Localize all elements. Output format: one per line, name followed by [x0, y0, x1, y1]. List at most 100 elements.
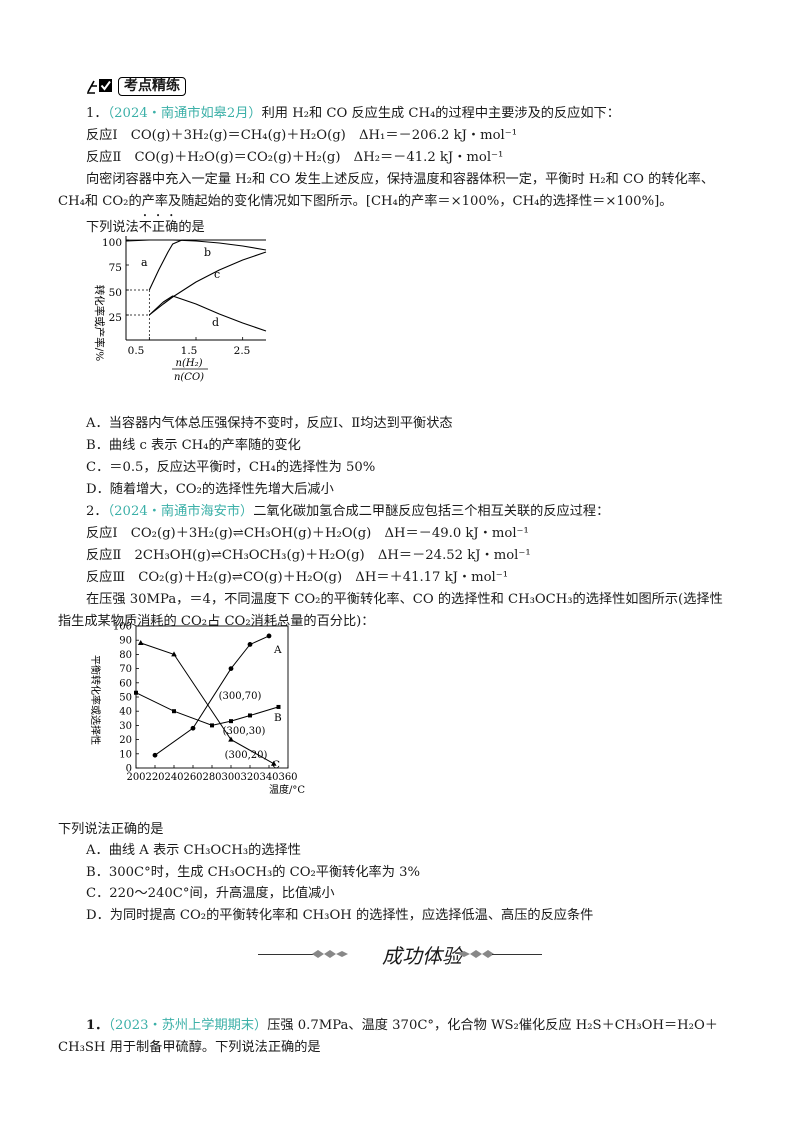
- q2-paragraph-2: 指生成某物质消耗的 CO₂占 CO₂消耗总量的百分比)：: [58, 614, 375, 629]
- chart-2-point-label-1: (300,70): [219, 691, 262, 702]
- chart-2-frame: [135, 625, 289, 769]
- pen-check-icon: [87, 79, 112, 94]
- chart-2-ytick: 20: [119, 735, 132, 746]
- q3-line-2: CH₃SH 用于制备甲硫醇。下列说法正确的是: [58, 1040, 321, 1055]
- chart-2-point-A: [190, 725, 196, 731]
- q1-source: （2024・南通市如皋2月）: [107, 106, 262, 121]
- chart-2-point-B: [229, 719, 233, 724]
- q1-question-emphasis: 不正确: [138, 220, 179, 235]
- chart-2-point-label-2: (300,30): [223, 726, 266, 737]
- chart-2-curve-label-c: C: [272, 759, 280, 771]
- chart-2-xtick: 220: [145, 772, 164, 783]
- q2-paragraph-1: 在压强 30MPa，＝4，不同温度下 CO₂的平衡转化率、CO 的选择性和 CH…: [86, 592, 723, 607]
- q3-line-1: 1．（2023・苏州上学期期末）压强 0.7MPa、温度 370C°，化合物 W…: [86, 1014, 718, 1033]
- q2-option-a: A．曲线 A 表示 CH₃OCH₃的选择性: [86, 843, 301, 858]
- chart-1-curve-c: [148, 251, 267, 316]
- divider-ornament-left: [312, 950, 348, 958]
- chart-1-curve-d: [148, 295, 267, 332]
- q2-question: 下列说法正确的是: [58, 822, 164, 837]
- chart-2-ytick: 30: [119, 721, 132, 732]
- chart-1-ytick: 100: [102, 237, 122, 249]
- q3-number: 1．: [86, 1018, 109, 1033]
- q1-option-d: D．随着增大，CO₂的选择性先增大后减小: [86, 482, 334, 497]
- chart-1-xtick: 1.5: [181, 345, 198, 357]
- chart-2-point-C: [171, 651, 177, 657]
- chart-2-ytick: 80: [119, 650, 132, 661]
- q2-option-b: B．300C°时，生成 CH₃OCH₃的 CO₂平衡转化率为 3%: [86, 865, 421, 880]
- chart-1-curve-label-a: a: [141, 256, 148, 269]
- chart-2-point-A: [266, 633, 272, 639]
- q1-option-a: A．当容器内气体总压强保持不变时，反应Ⅰ、Ⅱ均达到平衡状态: [86, 416, 453, 431]
- chart-1: 转化率或产率/% 100 75 50 25 0.5 1.5 2.5 n(H₂) …: [93, 236, 267, 383]
- q1-intro-text: 利用 H₂和 CO 反应生成 CH₄的过程中主要涉及的反应如下：: [261, 106, 620, 121]
- chart-1-ytick: 75: [109, 262, 122, 274]
- q1-reaction-1: 反应Ⅰ CO(g)＋3H₂(g)＝CH₄(g)＋H₂O(g) ΔH₁＝－206.…: [86, 128, 518, 143]
- chart-1-curve-label-b: b: [204, 246, 211, 259]
- chart-2-ytick: 0: [126, 764, 132, 775]
- q1-option-b: B．曲线 c 表示 CH₄的产率随的变化: [86, 438, 301, 453]
- q2-reaction-2: 反应Ⅱ 2CH₃OH(g)⇌CH₃OCH₃(g)＋H₂O(g) ΔH＝－24.5…: [86, 548, 531, 563]
- chart-2-ytick: 60: [119, 678, 132, 689]
- q2-source: （2024・南通市海安市）: [107, 504, 254, 519]
- chart-2-point-B: [210, 723, 214, 728]
- q1-paragraph-2: CH₄和 CO₂的产率及随起始的变化情况如下图所示。[CH₄的产率＝×100%，…: [58, 194, 673, 209]
- q1-number: 1．: [86, 106, 108, 121]
- chart-1-curves: [125, 239, 267, 332]
- divider-right: [492, 954, 542, 955]
- chart-2-xtick: 300: [221, 772, 240, 783]
- chart-1-curve-b: [125, 239, 267, 251]
- chart-2-point-B: [172, 709, 176, 714]
- chart-2-curves: [134, 633, 281, 766]
- q2-reaction-1: 反应Ⅰ CO₂(g)＋3H₂(g)⇌CH₃OH(g)＋H₂O(g) ΔH＝－49…: [86, 526, 529, 541]
- divider-left: [258, 954, 314, 955]
- q2-number: 2．: [86, 504, 108, 519]
- chart-2-ytick: 10: [119, 749, 132, 760]
- q1-reaction-2: 反应Ⅱ CO(g)＋H₂O(g)＝CO₂(g)＋H₂(g) ΔH₂＝－41.2 …: [86, 150, 504, 165]
- q2-intro: 2．（2024・南通市海安市）二氧化碳加氢合成二甲醚反应包括三个相互关联的反应过…: [86, 500, 609, 519]
- chart-2-point-C: [270, 760, 277, 766]
- chart-2-curve-label-b: B: [274, 712, 282, 724]
- chart-2-xlabel: 温度/°C: [269, 783, 305, 796]
- chart-2-xtick: 320: [240, 772, 259, 783]
- chart-2-point-B: [248, 713, 252, 718]
- chart-2-ytick: 50: [119, 693, 132, 704]
- q2-option-c: C．220～240C°间，升高温度，比值减小: [86, 886, 335, 901]
- chart-2-ylabel: 平衡转化率或选择性: [89, 655, 102, 745]
- q1-intro: 1．（2024・南通市如皋2月）利用 H₂和 CO 反应生成 CH₄的过程中主要…: [86, 102, 620, 121]
- chart-2-point-C: [137, 640, 144, 646]
- chart-2-curve-B: [135, 692, 279, 726]
- chart-1-xtick: 0.5: [128, 345, 145, 357]
- chart-2-point-A: [247, 642, 253, 647]
- chart-1-xlabel-num: n(H₂): [176, 358, 203, 369]
- chart-1-curve-label-d: d: [212, 316, 219, 329]
- chart-2-xtick: 280: [202, 772, 221, 783]
- q3-text-1: 压强 0.7MPa、温度 370C°，化合物 WS₂催化反应 H₂S＋CH₃OH…: [267, 1018, 718, 1033]
- q1-question-a: 下列说法: [86, 220, 139, 235]
- q2-option-d: D．为同时提高 CO₂的平衡转化率和 CH₃OH 的选择性，应选择低温、高压的反…: [86, 908, 594, 923]
- chart-2-point-B: [276, 704, 281, 709]
- chart-2-xtick: 360: [278, 772, 297, 783]
- chart-1-ytick: 50: [109, 287, 122, 299]
- chart-2-curve-C: [140, 642, 275, 765]
- divider-ornament-right: [458, 950, 494, 958]
- chart-2-point-B: [134, 690, 138, 695]
- chart-1-xlabel-den: n(CO): [174, 372, 204, 383]
- chart-2-point-A: [152, 752, 158, 758]
- q3-source: （2023・苏州上学期期末）: [108, 1018, 268, 1033]
- q2-intro-text: 二氧化碳加氢合成二甲醚反应包括三个相互关联的反应过程：: [253, 504, 610, 519]
- q1-paragraph-1: 向密闭容器中充入一定量 H₂和 CO 发生上述反应，保持温度和容器体积一定，平衡…: [86, 172, 715, 187]
- chart-2-point-label-3: (300,20): [225, 750, 268, 761]
- chart-2-xtick: 200: [126, 772, 145, 783]
- chart-2-xtick: 340: [259, 772, 278, 783]
- chart-1-xtick: 2.5: [234, 345, 251, 357]
- header-label: 考点精练: [118, 76, 186, 96]
- chart-2-ytick: 100: [113, 622, 132, 633]
- chart-1-ylabel: 转化率或产率/%: [93, 285, 106, 362]
- q1-option-c: C．＝0.5，反应达平衡时，CH₄的选择性为 50%: [86, 460, 376, 475]
- chart-1-ytick: 25: [109, 312, 122, 324]
- q1-question: 下列说法不正确的是: [86, 212, 205, 235]
- q2-reaction-3: 反应Ⅲ CO₂(g)＋H₂(g)⇌CO(g)＋H₂O(g) ΔH＝＋41.17 …: [86, 570, 509, 585]
- q1-question-c: 的是: [178, 220, 205, 235]
- chart-1-axes: [125, 236, 266, 341]
